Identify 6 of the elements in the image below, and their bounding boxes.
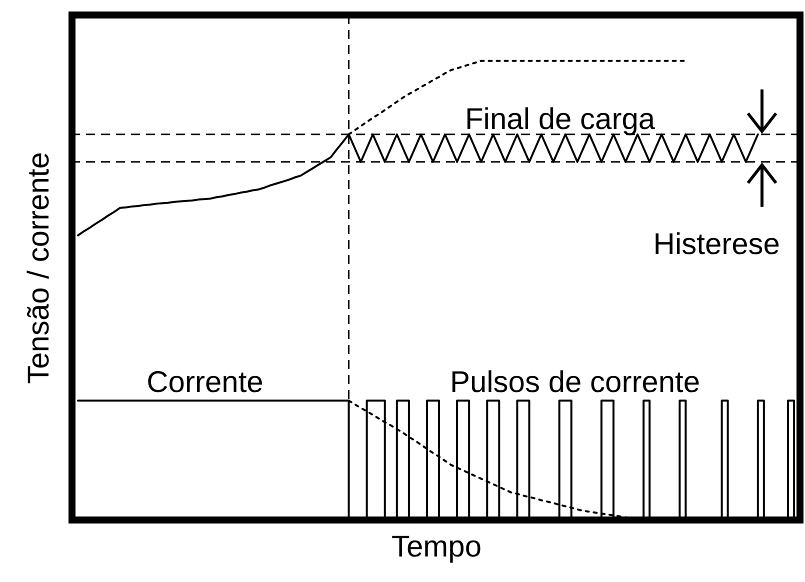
annotation: Pulsos de corrente — [450, 366, 700, 399]
x-axis-title: Tempo — [391, 530, 482, 564]
annotation: Final de carga — [464, 103, 656, 136]
annotation: Histerese — [653, 228, 780, 261]
annotation: Corrente — [146, 366, 264, 399]
y-axis-title: Tensão / corrente — [22, 152, 56, 384]
